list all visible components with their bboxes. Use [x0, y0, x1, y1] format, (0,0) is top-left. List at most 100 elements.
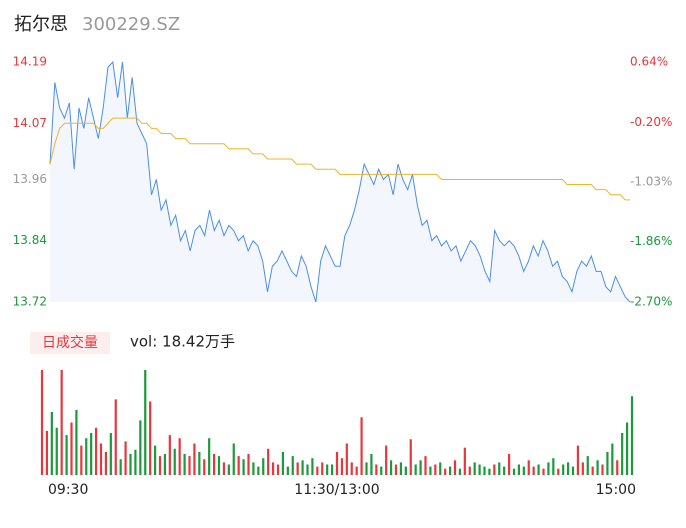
volume-bar: [321, 462, 324, 475]
volume-bar: [99, 443, 103, 475]
volume-bar: [512, 468, 516, 475]
y-tick-label: 13.84: [13, 233, 47, 247]
volume-bar: [55, 427, 58, 475]
volume-bar: [104, 451, 108, 475]
volume-bar: [144, 370, 147, 475]
x-tick-label: 15:00: [596, 482, 636, 498]
volume-bar: [458, 468, 462, 475]
volume-bar: [424, 456, 427, 475]
volume-bar: [389, 460, 393, 475]
volume-bar: [80, 445, 83, 475]
volume-bar: [247, 454, 250, 475]
volume-bar: [522, 466, 525, 475]
y2-tick-label: -1.86%: [630, 234, 672, 248]
volume-bar: [306, 464, 309, 475]
volume-bar: [527, 460, 530, 475]
volume-bar: [208, 438, 211, 475]
volume-bar: [45, 430, 49, 475]
volume-bar: [360, 417, 363, 475]
volume-bar: [483, 466, 486, 475]
volume-bar: [616, 460, 619, 475]
volume-bar: [611, 443, 614, 475]
volume-bar: [340, 458, 344, 475]
volume-bar: [94, 427, 98, 475]
volume-bar: [566, 462, 570, 475]
volume-bar: [65, 435, 68, 475]
volume-bar: [414, 464, 417, 475]
volume-bar: [316, 466, 319, 475]
y2-tick-label: -1.03%: [630, 175, 672, 189]
volume-bar: [606, 451, 609, 475]
y-tick-label: 14.19: [13, 55, 47, 69]
volume-bar: [434, 464, 437, 475]
volume-bar: [345, 443, 348, 475]
volume-bar: [129, 454, 132, 475]
volume-bar: [601, 464, 604, 475]
series-line: [49, 117, 630, 201]
volume-bar: [562, 464, 565, 475]
x-tick-label: 11:30/13:00: [294, 482, 379, 498]
x-tick-label: 09:30: [48, 482, 88, 498]
volume-bar: [335, 451, 339, 475]
volume-bar: [591, 466, 594, 475]
volume-bar: [385, 445, 388, 475]
stock-name: 拓尔思: [14, 14, 68, 35]
volume-title: 日成交量: [42, 334, 98, 351]
volume-bar: [198, 451, 201, 475]
volume-bar: [276, 464, 280, 475]
volume-bar: [262, 458, 265, 475]
volume-bar: [158, 456, 162, 475]
volume-bar: [576, 445, 580, 475]
volume-bar: [85, 438, 88, 475]
volume-bar: [163, 454, 167, 475]
price-area: [50, 62, 630, 302]
volume-bar: [301, 460, 304, 475]
volume-annotation: vol: 18.42万手: [130, 333, 235, 351]
volume-bar: [581, 462, 584, 475]
volume-bar: [227, 464, 230, 475]
volume-bar: [330, 464, 334, 475]
volume-bar: [252, 462, 255, 475]
volume-bar: [267, 448, 270, 475]
volume-bar: [355, 466, 358, 475]
volume-bar: [119, 459, 122, 475]
volume-bar: [517, 464, 521, 475]
volume-bar: [498, 462, 501, 475]
y-tick-label: 13.96: [13, 172, 47, 186]
volume-bar: [242, 459, 245, 475]
volume-bar: [404, 466, 407, 475]
volume-bar: [212, 454, 216, 475]
volume-bar: [439, 462, 442, 475]
volume-bar: [60, 370, 63, 475]
volume-bar: [124, 441, 127, 475]
volume-bar: [50, 412, 53, 475]
volume-bar: [291, 456, 294, 475]
volume-bar: [537, 464, 540, 475]
volume-bar: [203, 459, 206, 475]
volume-badge: [30, 332, 110, 354]
volume-bar: [188, 456, 191, 475]
volume-bar: [149, 401, 152, 475]
volume-bar: [375, 464, 378, 475]
volume-bar: [173, 448, 176, 475]
volume-bar: [419, 460, 422, 475]
volume-bar: [463, 447, 466, 475]
volume-bar: [488, 468, 491, 475]
volume-bar: [409, 439, 412, 475]
volume-bar: [394, 464, 398, 475]
volume-bar: [571, 466, 575, 475]
volume-bar: [281, 451, 285, 475]
volume-bar: [311, 458, 314, 475]
volume-bar: [586, 456, 589, 475]
volume-bar: [90, 433, 93, 475]
volume-bar: [178, 438, 181, 475]
volume-bar: [153, 445, 157, 475]
volume-bar: [444, 468, 447, 475]
volume-bar: [542, 468, 545, 475]
volume-bar: [114, 399, 117, 475]
y-tick-label: 14.07: [13, 116, 47, 130]
volume-bar: [380, 466, 383, 475]
volume-bar: [40, 370, 44, 475]
charts: 13.72 13.84 13.96 14.07 14.19 -2.70% -1.86% -1.…: [13, 55, 673, 499]
